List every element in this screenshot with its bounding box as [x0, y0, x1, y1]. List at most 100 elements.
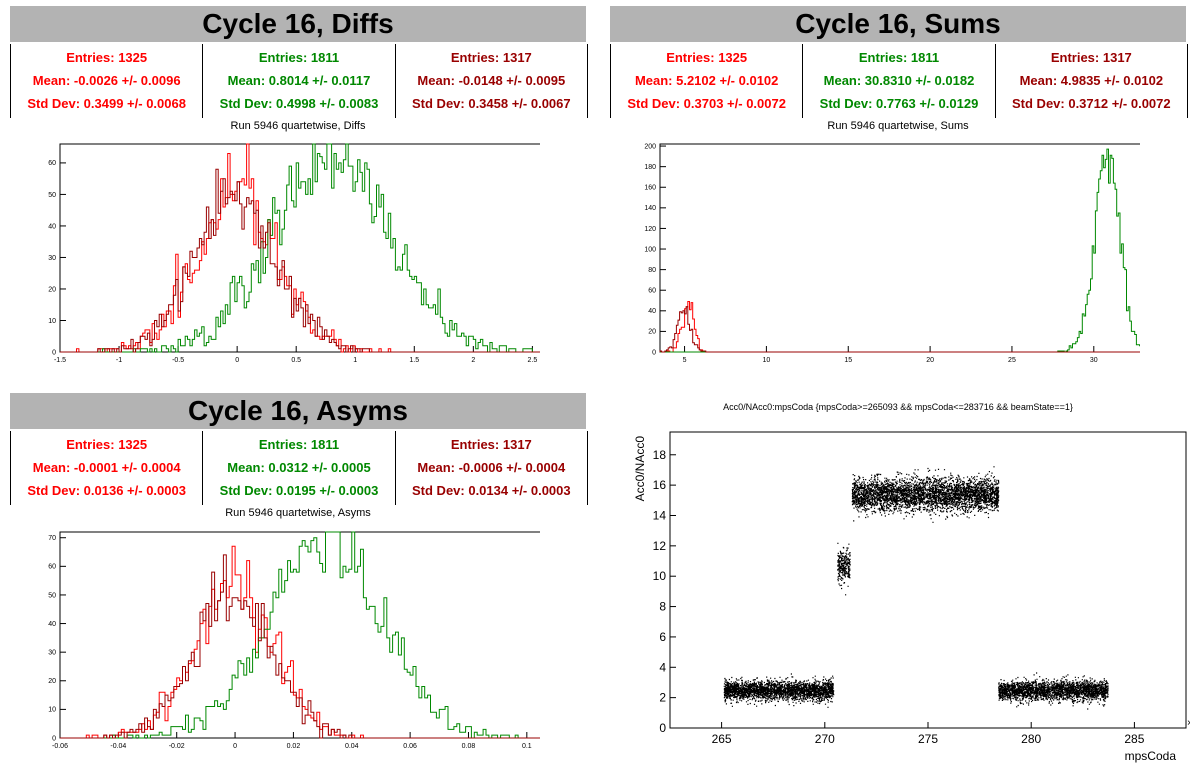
- y-tick-label: 140: [644, 205, 656, 212]
- std-label: Std Dev: 0.3712 +/- 0.0072: [1012, 96, 1171, 112]
- y-tick-label: 120: [644, 226, 656, 233]
- y-tick-label: 30: [48, 650, 56, 657]
- histogram-series: [60, 531, 540, 739]
- sums-stats-red: Entries: 1325 Mean: 5.2102 +/- 0.0102 St…: [611, 44, 804, 118]
- y-tick-label: 0: [52, 735, 56, 742]
- y-tick-label: 20: [48, 678, 56, 685]
- histogram-series: [60, 143, 540, 353]
- diffs-stats: Entries: 1325 Mean: -0.0026 +/- 0.0096 S…: [10, 44, 588, 118]
- asyms-stats-red: Entries: 1325 Mean: -0.0001 +/- 0.0004 S…: [11, 431, 204, 505]
- x-axis-label: mpsCoda: [1125, 749, 1177, 763]
- y-tick-label: 160: [644, 185, 656, 192]
- plot-frame: [659, 143, 1140, 353]
- entries-label: Entries: 1317: [450, 436, 532, 452]
- y-tick-label: 180: [644, 164, 656, 171]
- x-tick-label: 15: [844, 357, 852, 364]
- y-tick-label: 50: [48, 192, 56, 199]
- x-axis-scale-label: ×10³: [1187, 718, 1190, 729]
- y-tick-label: 50: [48, 592, 56, 599]
- y-tick-label: 12: [653, 539, 667, 553]
- x-tick-label: 1: [353, 357, 357, 364]
- y-tick-label: 40: [48, 223, 56, 230]
- x-tick-label: 275: [918, 732, 938, 746]
- y-axis-label: Acc0/NAcc0: [633, 436, 647, 502]
- entries-label: Entries: 1811: [258, 49, 340, 65]
- sums-stats: Entries: 1325 Mean: 5.2102 +/- 0.0102 St…: [610, 44, 1188, 118]
- asyms-subtitle: Run 5946 quartetwise, Asyms: [225, 507, 371, 519]
- entries-label: Entries: 1317: [1050, 49, 1132, 65]
- x-tick-label: 0.06: [403, 743, 417, 750]
- diffs-title: Cycle 16, Diffs: [10, 6, 586, 42]
- x-tick-label: -1: [116, 357, 122, 364]
- histogram-series: [660, 148, 1140, 353]
- sums-stats-green: Entries: 1811 Mean: 30.8310 +/- 0.0182 S…: [803, 44, 996, 118]
- x-tick-label: 1.5: [409, 357, 419, 364]
- x-tick-label: 0.02: [287, 743, 301, 750]
- mean-label: Mean: -0.0006 +/- 0.0004: [417, 459, 566, 475]
- x-tick-label: 30: [1090, 357, 1098, 364]
- y-tick-label: 10: [48, 707, 56, 714]
- x-tick-label: -0.5: [172, 357, 184, 364]
- y-tick-label: 0: [659, 721, 666, 735]
- mean-label: Mean: 0.0312 +/- 0.0005: [227, 459, 371, 475]
- x-tick-label: 280: [1021, 732, 1041, 746]
- std-label: Std Dev: 0.0134 +/- 0.0003: [412, 483, 571, 499]
- entries-label: Entries: 1811: [858, 49, 940, 65]
- x-tick-label: 0.5: [291, 357, 301, 364]
- x-tick-label: 0.1: [522, 743, 532, 750]
- y-tick-label: 70: [48, 535, 56, 542]
- histogram-series: [660, 301, 1140, 353]
- x-tick-label: 2: [471, 357, 475, 364]
- sums-subtitle: Run 5946 quartetwise, Sums: [827, 120, 969, 132]
- x-tick-label: -1.5: [54, 357, 66, 364]
- plot-frame: [59, 531, 540, 739]
- std-label: Std Dev: 0.0195 +/- 0.0003: [219, 483, 379, 499]
- y-tick-label: 60: [648, 288, 656, 295]
- y-tick-label: 4: [659, 660, 666, 674]
- entries-label: Entries: 1325: [66, 49, 148, 65]
- scatter-plot: 265 270 275 280 285 0 2 4 6 8 10 12 14 16 18 mpsCoda ×10…: [633, 431, 1190, 763]
- std-label: Std Dev: 0.7763 +/- 0.0129: [819, 96, 979, 112]
- entries-label: Entries: 1325: [666, 49, 748, 65]
- x-tick-label: 0.04: [345, 743, 359, 750]
- sums-title: Cycle 16, Sums: [610, 6, 1186, 42]
- diffs-subtitle: Run 5946 quartetwise, Diffs: [230, 120, 366, 132]
- histogram-series: [60, 545, 540, 739]
- y-tick-label: 20: [48, 286, 56, 293]
- y-tick-label: 0: [52, 349, 56, 356]
- x-tick-label: 285: [1124, 732, 1144, 746]
- y-tick-label: 2: [659, 691, 666, 705]
- x-tick-label: -0.06: [52, 743, 68, 750]
- mean-label: Mean: -0.0001 +/- 0.0004: [32, 459, 181, 475]
- asyms-stats-darkred: Entries: 1317 Mean: -0.0006 +/- 0.0004 S…: [396, 431, 587, 505]
- y-tick-label: 100: [644, 246, 656, 253]
- x-tick-label: 2.5: [528, 357, 538, 364]
- x-tick-label: 0: [235, 357, 239, 364]
- y-tick-label: 8: [659, 600, 666, 614]
- histogram-series: [60, 168, 540, 353]
- entries-label: Entries: 1811: [258, 436, 340, 452]
- y-tick-label: 80: [648, 267, 656, 274]
- x-tick-label: 265: [712, 732, 732, 746]
- y-tick-label: 0: [652, 349, 656, 356]
- diffs-stats-darkred: Entries: 1317 Mean: -0.0148 +/- 0.0095 S…: [396, 44, 587, 118]
- diffs-histogram: -1.5 -1 -0.5 0 0.5 1 1.5 2 2.5 0 10 20 30 40 50 60: [48, 143, 540, 364]
- y-tick-label: 40: [648, 308, 656, 315]
- asyms-histogram: -0.06 -0.04 -0.02 0 0.02 0.04 0.06 0.08 0.1 0 10 20…: [48, 531, 540, 750]
- y-tick-label: 30: [48, 255, 56, 262]
- x-tick-label: -0.04: [110, 743, 126, 750]
- y-tick-label: 10: [653, 569, 667, 583]
- y-tick-label: 40: [48, 621, 56, 628]
- x-tick-label: 25: [1008, 357, 1016, 364]
- asyms-title: Cycle 16, Asyms: [10, 393, 586, 429]
- diffs-stats-green: Entries: 1811 Mean: 0.8014 +/- 0.0117 St…: [203, 44, 396, 118]
- diffs-stats-red: Entries: 1325 Mean: -0.0026 +/- 0.0096 S…: [11, 44, 204, 118]
- asyms-stats-green: Entries: 1811 Mean: 0.0312 +/- 0.0005 St…: [203, 431, 396, 505]
- asyms-stats: Entries: 1325 Mean: -0.0001 +/- 0.0004 S…: [10, 431, 588, 505]
- histogram-series: [60, 554, 540, 739]
- mean-label: Mean: -0.0148 +/- 0.0095: [417, 72, 566, 88]
- scatter-points: [723, 466, 1109, 710]
- histogram-series: [60, 143, 540, 353]
- y-tick-label: 10: [48, 318, 56, 325]
- x-tick-label: 20: [926, 357, 934, 364]
